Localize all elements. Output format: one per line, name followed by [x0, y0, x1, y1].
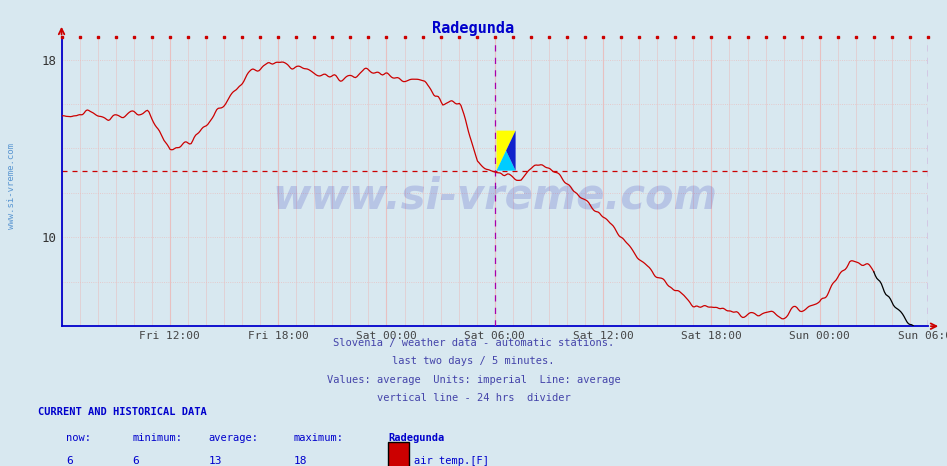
Text: 13: 13 — [208, 456, 222, 466]
Polygon shape — [496, 130, 515, 171]
Text: Radegunda: Radegunda — [388, 433, 444, 443]
Text: www.si-vreme.com: www.si-vreme.com — [7, 144, 16, 229]
Text: 6: 6 — [66, 456, 73, 466]
Text: average:: average: — [208, 433, 259, 443]
Text: 18: 18 — [294, 456, 307, 466]
Polygon shape — [506, 130, 515, 171]
Text: Radegunda: Radegunda — [433, 21, 514, 36]
Text: minimum:: minimum: — [133, 433, 183, 443]
Text: Slovenia / weather data - automatic stations.: Slovenia / weather data - automatic stat… — [333, 337, 614, 348]
Text: 6: 6 — [133, 456, 139, 466]
Polygon shape — [496, 151, 515, 171]
Text: maximum:: maximum: — [294, 433, 344, 443]
Text: CURRENT AND HISTORICAL DATA: CURRENT AND HISTORICAL DATA — [38, 407, 206, 418]
Text: Values: average  Units: imperial  Line: average: Values: average Units: imperial Line: av… — [327, 375, 620, 385]
Text: now:: now: — [66, 433, 91, 443]
Text: vertical line - 24 hrs  divider: vertical line - 24 hrs divider — [377, 393, 570, 404]
Text: air temp.[F]: air temp.[F] — [414, 456, 489, 466]
Text: last two days / 5 minutes.: last two days / 5 minutes. — [392, 356, 555, 366]
Text: www.si-vreme.com: www.si-vreme.com — [273, 175, 717, 217]
